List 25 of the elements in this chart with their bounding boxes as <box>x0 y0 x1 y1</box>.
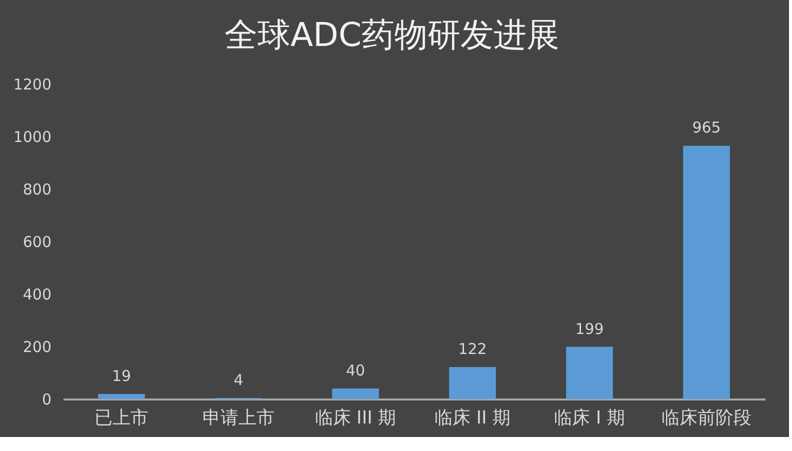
x-tick-label: 临床 II 期 <box>434 408 511 428</box>
data-label: 122 <box>458 340 487 358</box>
x-tick-label: 已上市 <box>94 408 148 428</box>
y-tick-label: 0 <box>42 390 52 408</box>
bar <box>332 388 379 399</box>
y-tick-label: 1000 <box>13 128 52 146</box>
y-tick-label: 400 <box>22 286 52 304</box>
bar <box>98 394 145 399</box>
bar <box>683 146 730 399</box>
data-label: 199 <box>575 320 604 338</box>
data-label: 19 <box>112 367 132 386</box>
data-label: 4 <box>234 370 244 389</box>
data-label: 965 <box>692 118 721 137</box>
y-tick-label: 600 <box>22 233 52 251</box>
chart-title: 全球ADC药物研发进展 <box>224 15 560 54</box>
y-tick-label: 800 <box>22 180 52 198</box>
bar <box>449 366 496 399</box>
x-tick-label: 临床 I 期 <box>554 408 625 428</box>
x-tick-label: 临床 III 期 <box>314 408 396 428</box>
x-tick-label: 临床前阶段 <box>662 408 752 428</box>
y-tick-label: 200 <box>22 338 52 356</box>
x-tick-label: 申请上市 <box>202 408 274 428</box>
data-label: 40 <box>346 362 366 380</box>
y-tick-label: 1200 <box>13 76 52 94</box>
bar <box>566 346 613 399</box>
